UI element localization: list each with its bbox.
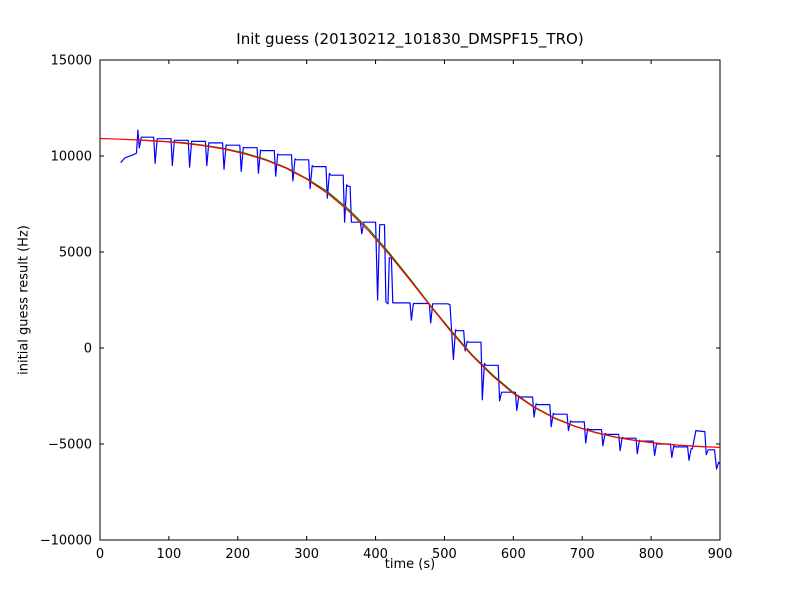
- x-tick-label: 200: [225, 547, 250, 562]
- x-tick-label: 300: [294, 547, 319, 562]
- x-tick-label: 900: [708, 547, 733, 562]
- y-tick-label: 15000: [51, 54, 92, 69]
- series-line-green: [137, 139, 707, 448]
- y-tick-label: 10000: [51, 150, 92, 165]
- y-tick-label: −5000: [48, 438, 92, 453]
- x-tick-label: 400: [363, 547, 388, 562]
- x-tick-label: 700: [570, 547, 595, 562]
- x-tick-label: 800: [639, 547, 664, 562]
- x-tick-label: 0: [96, 547, 104, 562]
- x-tick-label: 600: [501, 547, 526, 562]
- x-tick-label: 500: [432, 547, 457, 562]
- series-line-blue: [120, 129, 721, 470]
- x-tick-label: 100: [156, 547, 181, 562]
- axes-frame: [99, 59, 721, 541]
- y-tick-label: 5000: [59, 246, 92, 261]
- x-axis-label: time (s): [384, 557, 436, 572]
- y-tick-label: 0: [84, 342, 92, 357]
- y-tick-label: −10000: [40, 534, 92, 549]
- series-line-red: [99, 137, 721, 448]
- chart-title: Init guess (20130212_101830_DMSPF15_TRO): [236, 30, 584, 48]
- y-axis-label: initial guess result (Hz): [16, 225, 32, 375]
